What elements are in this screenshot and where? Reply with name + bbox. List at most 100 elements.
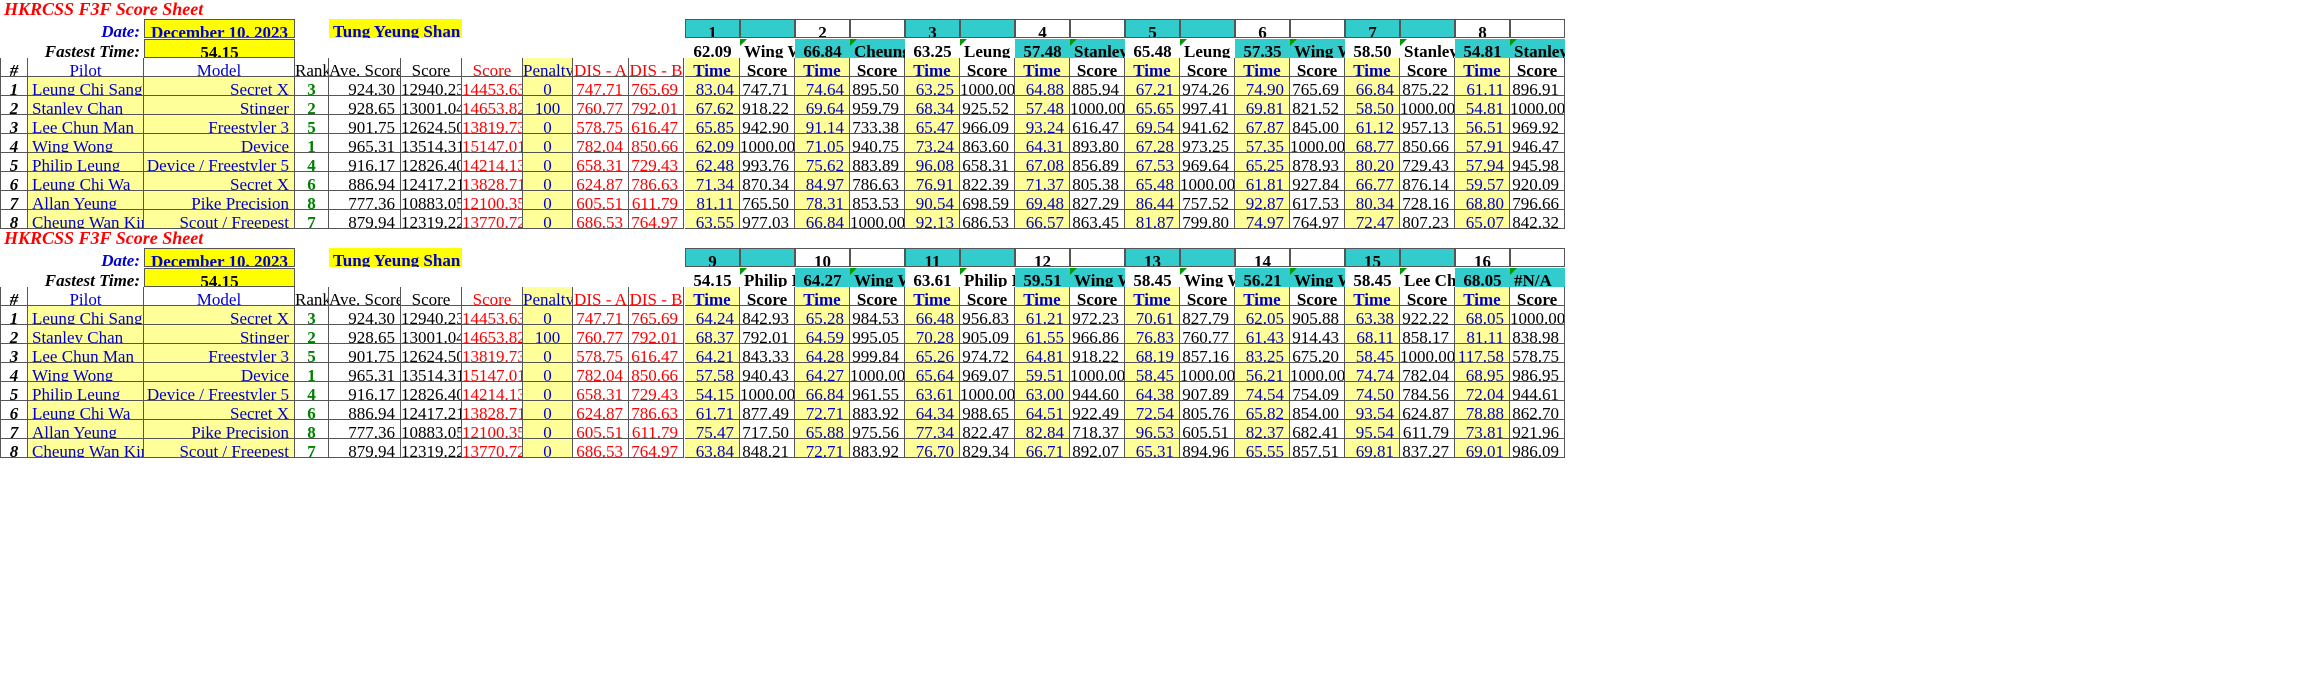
round-score: 969.07 [960,363,1015,382]
round-time: 72.71 [795,401,850,420]
pilot-name: Leung Chi Sang [28,77,144,96]
round-score: 848.21 [740,439,795,458]
dis-b-value: 729.43 [629,382,684,401]
round-score: 875.22 [1400,77,1455,96]
comment-marker [1290,39,1297,46]
round-fastest-pilot: Stanley Chan [1400,39,1455,58]
raw-score-value: 14653.82 [462,325,523,344]
header-round-score: Score [1180,287,1235,306]
round-score: 993.76 [740,153,795,172]
round-score: 733.38 [850,115,905,134]
round-score: 838.98 [1510,325,1565,344]
header-round-score: Score [960,287,1015,306]
round-score: 765.69 [1290,77,1345,96]
rank-value: 1 [295,363,329,382]
round-number: 12 [1015,248,1070,267]
round-time: 74.90 [1235,77,1290,96]
score-value: 10883.05 [401,191,462,210]
row-number: 2 [0,96,28,115]
round-fastest-time: 56.21 [1235,268,1290,287]
score-value: 13001.04 [401,325,462,344]
header-rank: Rank [295,287,329,306]
score-value: 12826.40 [401,382,462,401]
round-time: 65.25 [1235,153,1290,172]
round-number-fill [1290,248,1345,267]
round-time: 65.48 [1125,172,1180,191]
rank-value: 7 [295,439,329,458]
score-sheet: HKRCSS F3F Score Sheet Date: December 10, … [0,0,2301,229]
round-time: 61.55 [1015,325,1070,344]
pilot-name: Philip Leung [28,153,144,172]
table-row: 3 Lee Chun Man Freestyler 3 5 901.75 12624.50… [0,344,2301,363]
model-name: Pike Precision [144,191,295,210]
round-number-fill [960,19,1015,38]
round-number-fill [1180,248,1235,267]
dis-a-value: 747.71 [573,306,629,325]
raw-score-value: 14653.82 [462,96,523,115]
round-time: 83.25 [1235,344,1290,363]
date-label: Date: [101,22,140,38]
header-ave: Ave. Score [329,58,401,77]
round-score: 942.90 [740,115,795,134]
pilot-name: Philip Leung [28,382,144,401]
round-number-fill [740,248,795,267]
pilot-name: Wing Wong [28,134,144,153]
round-time: 65.88 [795,420,850,439]
round-score: 920.09 [1510,172,1565,191]
row-number: 1 [0,77,28,96]
header-num: # [0,287,28,306]
penalty-value: 0 [523,191,573,210]
round-score: 850.66 [1400,134,1455,153]
round-score: 1000.00 [1070,96,1125,115]
round-time: 65.28 [795,306,850,325]
penalty-value: 0 [523,134,573,153]
row-number: 8 [0,210,28,229]
dis-a-value: 624.87 [573,401,629,420]
round-time: 86.44 [1125,191,1180,210]
ave-score-value: 924.30 [329,77,401,96]
round-score: 822.39 [960,172,1015,191]
round-time: 61.81 [1235,172,1290,191]
rank-value: 2 [295,96,329,115]
round-time: 70.61 [1125,306,1180,325]
round-number-fill [850,248,905,267]
round-time: 64.88 [1015,77,1070,96]
round-time: 82.37 [1235,420,1290,439]
table-row: 8 Cheung Wan Kin Scout / Freepest 7 879.94 12… [0,439,2301,458]
score-value: 12940.23 [401,306,462,325]
round-fastest-pilot: Lee Chun Man [1400,268,1455,287]
round-number-fill [1510,19,1565,38]
round-time: 78.31 [795,191,850,210]
round-time: 64.21 [685,344,740,363]
round-number: 3 [905,19,960,38]
model-name: Secret X [144,172,295,191]
round-score: 907.89 [1180,382,1235,401]
round-fastest-time: 58.50 [1353,42,1392,58]
round-score: 698.59 [960,191,1015,210]
score-value: 12417.21 [401,401,462,420]
row-number: 8 [0,439,28,458]
round-time: 84.97 [795,172,850,191]
round-time: 61.71 [685,401,740,420]
round-time: 74.54 [1235,382,1290,401]
pilot-name: Stanley Chan [28,96,144,115]
location-value: Tung Yeung Shan [329,19,462,38]
round-time: 57.91 [1455,134,1510,153]
pilot-name: Lee Chun Man [28,115,144,134]
round-time: 68.77 [1345,134,1400,153]
round-score: 784.56 [1400,382,1455,401]
round-number: 2 [795,19,850,38]
round-score: 799.80 [1180,210,1235,229]
round-score: 894.96 [1180,439,1235,458]
round-time: 61.12 [1345,115,1400,134]
round-score: 988.65 [960,401,1015,420]
round-score: 760.77 [1180,325,1235,344]
round-fastest-time: 54.15 [693,271,732,287]
header-time: Time [1235,58,1290,77]
header-time: Time [1345,58,1400,77]
pilot-name: Wing Wong [28,363,144,382]
round-time: 68.37 [685,325,740,344]
header-num: # [0,58,28,77]
round-score: 843.33 [740,344,795,363]
round-number: 13 [1125,248,1180,267]
